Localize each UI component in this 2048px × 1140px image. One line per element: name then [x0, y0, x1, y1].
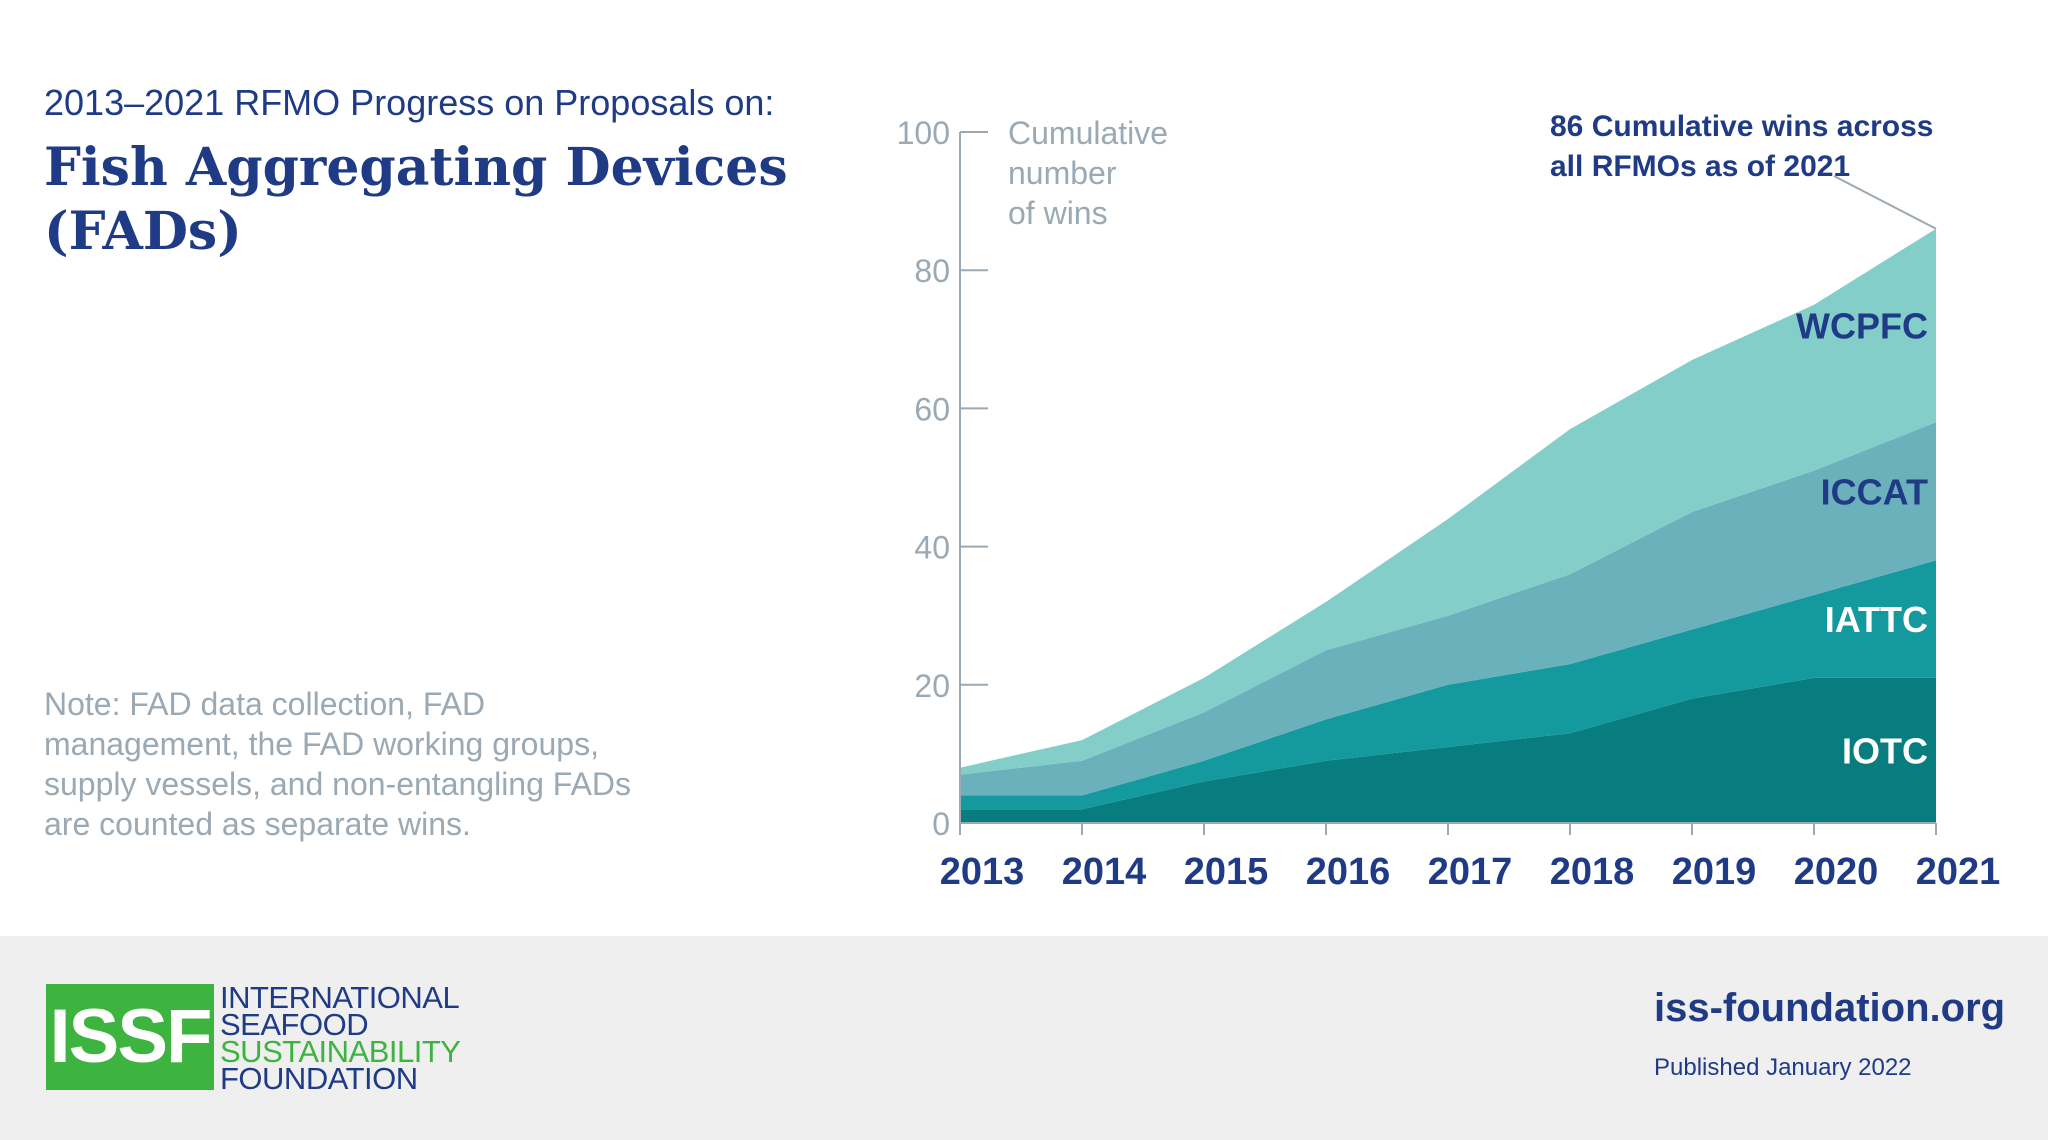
annotation-leader-line — [1833, 175, 1937, 230]
x-tick-label: 2019 — [1672, 851, 1757, 893]
y-tick-label: 100 — [897, 115, 950, 151]
chart-title: Fish Aggregating Devices (FADs) — [44, 137, 788, 262]
stacked-area-chart: 0 20 40 60 80 100 Cumulative number of wins 2013 2… — [897, 110, 2001, 893]
logo-word-2: SUSTAINABILITY — [220, 1034, 461, 1069]
logo-word-1: SEAFOOD — [220, 1007, 369, 1042]
y-axis-label-line: of wins — [1008, 195, 1108, 231]
area-iattc — [960, 560, 1936, 810]
chart-subtitle: 2013–2021 RFMO Progress on Proposals on: — [44, 82, 775, 123]
x-tick-label: 2015 — [1184, 851, 1269, 893]
y-tick-label: 60 — [914, 391, 950, 427]
issf-logo-wordmark: INTERNATIONAL SEAFOOD SUSTAINABILITY FOUNDA… — [220, 980, 461, 1096]
y-axis-label-line: Cumulative — [1008, 115, 1168, 151]
area-wcpfc — [960, 228, 1936, 775]
series-label-wcpfc: WCPFC — [1796, 305, 1928, 346]
y-axis-label-line: number — [1008, 155, 1117, 191]
website-link[interactable]: iss-foundation.org — [1654, 986, 2006, 1030]
y-tick-label: 80 — [914, 253, 950, 289]
annotation-text-line: 86 Cumulative wins across — [1550, 110, 1934, 143]
x-tick-label: 2021 — [1916, 851, 2001, 893]
area-iccat — [960, 422, 1936, 796]
series-label-iattc: IATTC — [1825, 599, 1928, 640]
area-layers — [960, 228, 1936, 823]
x-tick-label: 2016 — [1306, 851, 1391, 893]
annotation-text-line: all RFMOs as of 2021 — [1550, 150, 1850, 183]
chart-axes: 0 20 40 60 80 100 Cumulative number of wins 2013 2… — [897, 115, 2001, 893]
y-tick-label: 0 — [932, 806, 950, 842]
annotation-group: 86 Cumulative wins across all RFMOs as of… — [1550, 110, 1937, 230]
y-tick-label: 20 — [914, 668, 950, 704]
x-tick-label: 2017 — [1428, 851, 1513, 893]
logo-word-0: INTERNATIONAL — [220, 980, 460, 1015]
issf-logo-mark: ISSF — [46, 984, 214, 1090]
x-tick-label: 2013 — [940, 851, 1025, 893]
x-tick-label: 2014 — [1062, 851, 1147, 893]
y-tick-label: 40 — [914, 530, 950, 566]
logo-word-3: FOUNDATION — [220, 1061, 418, 1096]
x-tick-label: 2020 — [1794, 851, 1879, 893]
published-date: Published January 2022 — [1654, 1054, 1912, 1081]
area-iotc — [960, 677, 1936, 823]
series-labels: IOTC IATTC ICCAT WCPFC — [1796, 305, 1928, 771]
series-label-iccat: ICCAT — [1821, 471, 1928, 512]
chart-note: Note: FAD data collection, FAD managemen… — [44, 686, 632, 842]
footer: ISSF INTERNATIONAL SEAFOOD SUSTAINABILITY F… — [0, 936, 2048, 1140]
x-tick-label: 2018 — [1550, 851, 1635, 893]
series-label-iotc: IOTC — [1842, 730, 1928, 771]
